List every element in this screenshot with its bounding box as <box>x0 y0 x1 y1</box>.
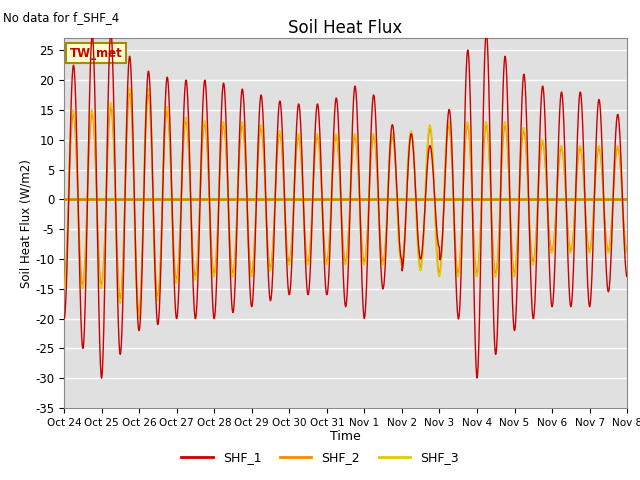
SHF_1 <box>125 65 132 71</box>
SHF_2 <box>135 310 143 315</box>
Line: SHF_3: SHF_3 <box>64 88 627 318</box>
SHF_3 <box>623 250 631 256</box>
SHF_1 <box>612 119 620 124</box>
SHF_1 <box>483 29 490 35</box>
SHF_3 <box>612 145 620 151</box>
SHF_1 <box>552 230 559 236</box>
SHF_1 <box>158 226 166 232</box>
SHF_2 <box>158 208 166 214</box>
SHF_3 <box>60 286 68 291</box>
SHF_1 <box>60 316 68 322</box>
Line: SHF_2: SHF_2 <box>64 93 627 312</box>
SHF_2 <box>276 133 284 139</box>
Text: TW_met: TW_met <box>70 47 122 60</box>
SHF_2 <box>124 102 132 108</box>
SHF_2 <box>612 149 620 155</box>
SHF_3 <box>124 92 132 98</box>
SHF_3 <box>301 239 308 245</box>
Line: SHF_1: SHF_1 <box>64 32 627 378</box>
SHF_3 <box>552 215 559 221</box>
SHF_2 <box>125 90 133 96</box>
Title: Soil Heat Flux: Soil Heat Flux <box>289 19 403 37</box>
Legend: SHF_1, SHF_2, SHF_3: SHF_1, SHF_2, SHF_3 <box>177 446 463 469</box>
Text: No data for f_SHF_4: No data for f_SHF_4 <box>3 11 120 24</box>
SHF_2 <box>60 281 68 287</box>
SHF_3 <box>276 130 284 135</box>
SHF_3 <box>135 315 143 321</box>
SHF_3 <box>125 85 133 91</box>
SHF_1 <box>623 274 631 280</box>
SHF_2 <box>623 247 631 253</box>
SHF_3 <box>158 213 166 218</box>
X-axis label: Time: Time <box>330 431 361 444</box>
SHF_1 <box>301 234 308 240</box>
SHF_1 <box>276 98 284 104</box>
Y-axis label: Soil Heat Flux (W/m2): Soil Heat Flux (W/m2) <box>19 159 32 288</box>
SHF_2 <box>301 227 308 233</box>
SHF_1 <box>98 375 106 381</box>
SHF_2 <box>552 210 559 216</box>
